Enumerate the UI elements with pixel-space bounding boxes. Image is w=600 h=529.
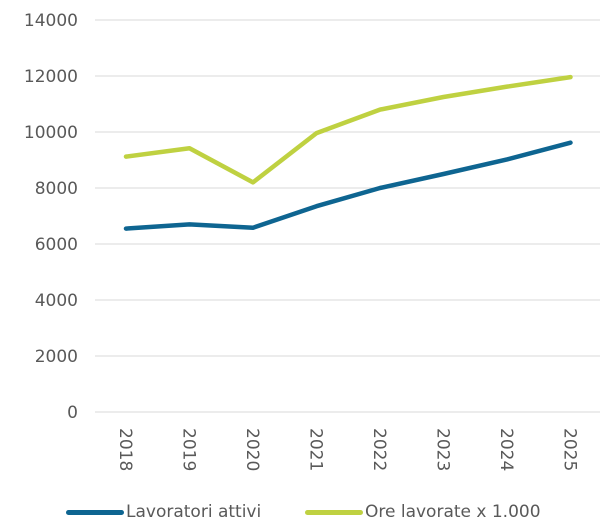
y-tick-label: 8000 bbox=[35, 179, 78, 199]
series-line-0 bbox=[123, 140, 573, 231]
x-tick-label: 2020 bbox=[242, 428, 262, 471]
series-line-1 bbox=[123, 74, 573, 185]
x-axis-ticks: 2018 2019 2020 2021 2022 2023 2024 2025 bbox=[115, 428, 580, 471]
legend-item-lavoratori-attivi: Lavoratori attivi bbox=[66, 502, 261, 522]
y-tick-label: 10000 bbox=[24, 123, 78, 143]
y-tick-label: 0 bbox=[67, 403, 78, 423]
legend-swatch-lavoratori-attivi bbox=[66, 509, 124, 515]
x-tick-label: 2025 bbox=[560, 428, 580, 471]
y-tick-label: 6000 bbox=[35, 235, 78, 255]
legend: Lavoratori attivi Ore lavorate x 1.000 bbox=[0, 500, 600, 529]
x-tick-label: 2024 bbox=[496, 428, 516, 471]
y-tick-label: 14000 bbox=[24, 11, 78, 31]
legend-swatch-ore-lavorate bbox=[305, 509, 363, 515]
x-tick-label: 2021 bbox=[306, 428, 326, 471]
y-tick-label: 2000 bbox=[35, 347, 78, 367]
y-tick-label: 4000 bbox=[35, 291, 78, 311]
legend-item-ore-lavorate: Ore lavorate x 1.000 bbox=[305, 502, 541, 522]
gridlines bbox=[95, 19, 600, 413]
x-tick-label: 2022 bbox=[369, 428, 389, 471]
x-tick-label: 2023 bbox=[433, 428, 453, 471]
x-tick-label: 2018 bbox=[115, 428, 135, 471]
legend-label-lavoratori-attivi: Lavoratori attivi bbox=[126, 502, 262, 522]
y-axis-ticks: 0 2000 4000 6000 8000 10000 12000 14000 bbox=[24, 11, 78, 423]
series-lines bbox=[123, 74, 573, 231]
x-tick-label: 2019 bbox=[179, 428, 199, 471]
legend-label-ore-lavorate: Ore lavorate x 1.000 bbox=[365, 502, 541, 522]
y-tick-label: 12000 bbox=[24, 67, 78, 87]
